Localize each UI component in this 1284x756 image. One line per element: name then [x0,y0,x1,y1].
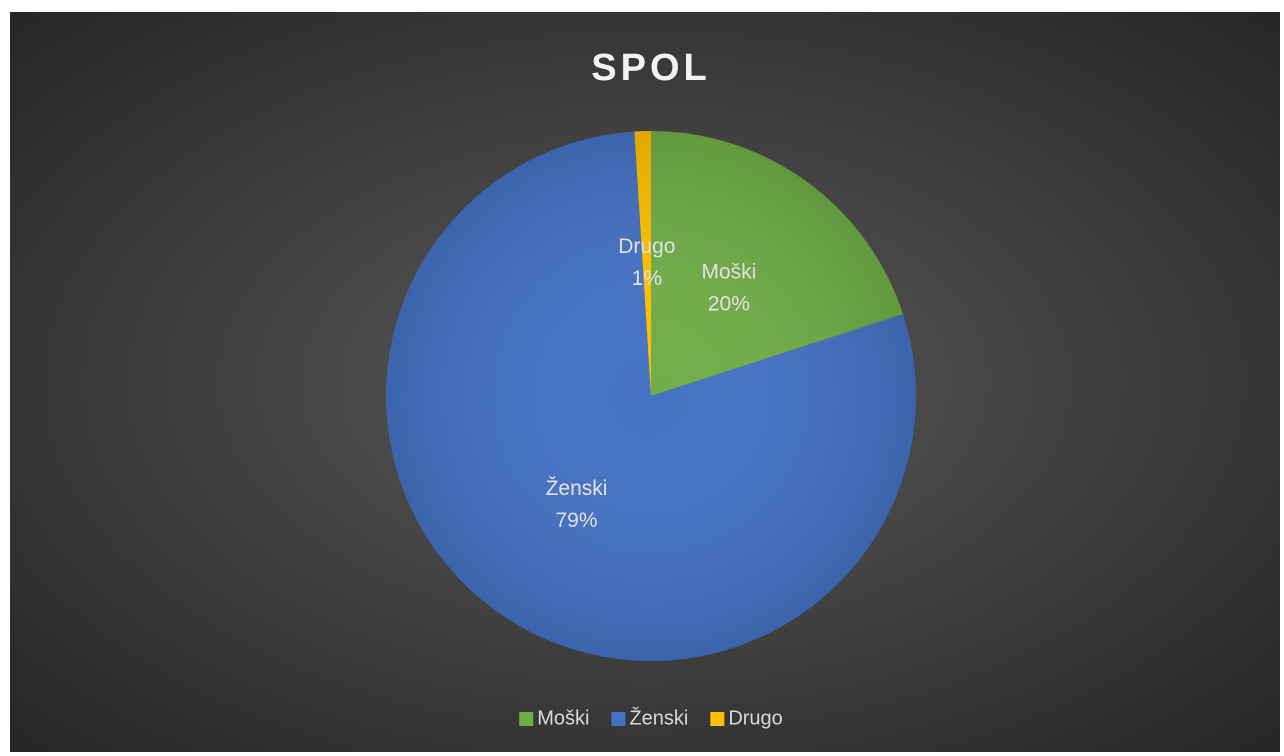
legend-swatch [611,712,626,726]
legend-label: Moški [537,707,589,729]
legend-label: Ženski [629,706,688,729]
chart-title: SPOL [591,47,710,89]
slice-category-label: Ženski [546,477,608,500]
slice-category-label: Moški [701,260,756,283]
legend-label: Drugo [728,707,782,729]
slice-value-label: 79% [556,509,598,532]
slice-category-label: Drugo [618,235,675,258]
legend-swatch [710,712,725,726]
slice-value-label: 1% [632,267,662,290]
legend-swatch [519,712,534,726]
slice-value-label: 20% [708,292,750,315]
